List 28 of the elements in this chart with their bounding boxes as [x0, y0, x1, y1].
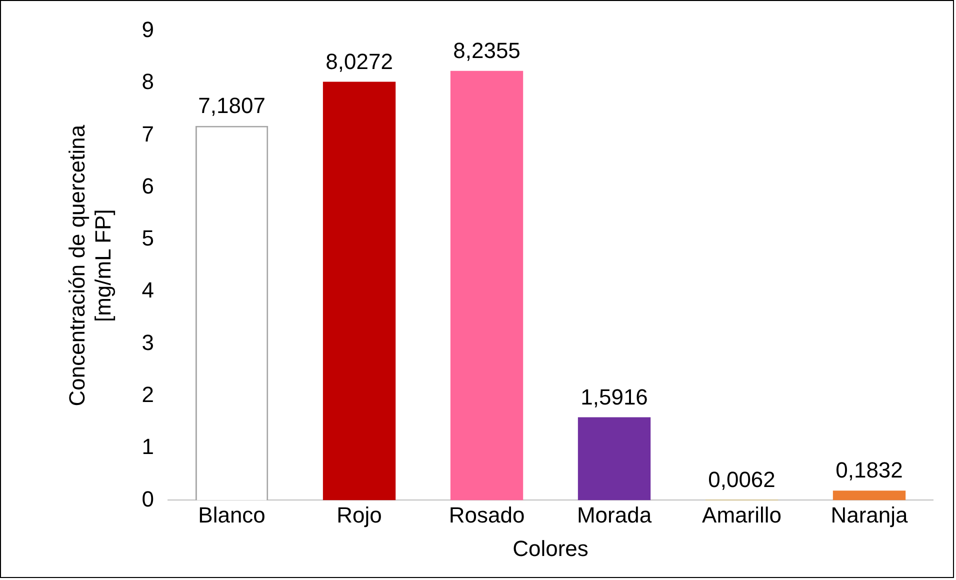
y-tick-label: 1	[142, 434, 154, 460]
x-tick-label: Amarillo	[702, 502, 782, 528]
data-label: 1,5916	[580, 384, 648, 410]
x-tick-label: Morada	[576, 502, 652, 528]
x-tick-label: Rosado	[448, 502, 525, 528]
y-tick-label: 3	[142, 330, 154, 355]
data-label: 0,0062	[708, 466, 776, 492]
y-tick-label: 0	[142, 486, 154, 512]
x-tick-label: Rojo	[336, 502, 382, 528]
y-tick-label: 6	[142, 173, 154, 198]
y-tick-label: 7	[142, 121, 154, 146]
data-label: 7,1807	[198, 92, 266, 118]
x-tick-label: Naranja	[830, 502, 909, 528]
y-tick-label: 8	[142, 69, 154, 94]
bar	[832, 490, 906, 500]
y-axis-title: Concentración de quercetina [mg/mL FP]	[64, 124, 116, 406]
y-tick-label: 4	[142, 278, 154, 303]
data-label: 8,2355	[453, 38, 520, 63]
y-tick-label: 2	[142, 382, 154, 407]
x-axis-title: Colores	[512, 536, 588, 561]
bar	[450, 70, 524, 500]
y-tick-label: 5	[142, 226, 154, 251]
y-tick-label: 9	[142, 17, 154, 42]
data-label: 0,1832	[836, 458, 903, 483]
x-tick-label: Blanco	[198, 502, 266, 528]
data-label: 8,0272	[326, 48, 393, 74]
bar	[322, 82, 396, 500]
bar	[578, 417, 651, 500]
